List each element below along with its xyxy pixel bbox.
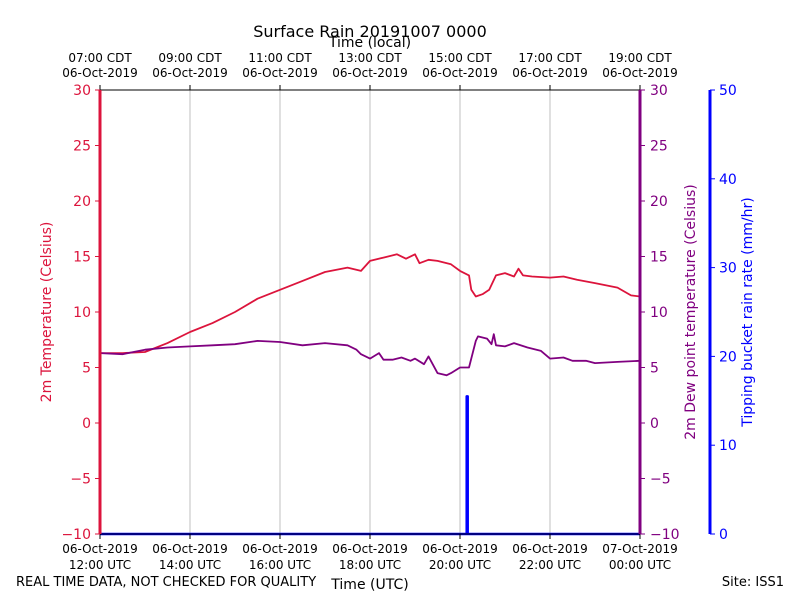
x-top-tick-label: 06-Oct-2019 [332, 66, 408, 80]
y-rain-tick-label: 0 [719, 527, 728, 543]
x-tick-label: 00:00 UTC [609, 558, 671, 572]
y-left-tick-label: −10 [61, 527, 91, 543]
chart-title: Surface Rain 20191007 0000 [253, 22, 487, 41]
x-top-tick-label: 06-Oct-2019 [422, 66, 498, 80]
x-tick-label: 06-Oct-2019 [242, 542, 318, 556]
y-right-tick-label: −5 [650, 472, 671, 488]
x-tick-label: 07-Oct-2019 [602, 542, 678, 556]
x-tick-label: 16:00 UTC [249, 558, 311, 572]
x-top-tick-label: 11:00 CDT [248, 51, 312, 65]
x-top-tick-label: 17:00 CDT [518, 51, 582, 65]
x-top-tick-label: 06-Oct-2019 [152, 66, 228, 80]
y-right-tick-label: 25 [650, 139, 668, 155]
y-right-tick-label: 15 [650, 250, 668, 266]
series-line-2m-dew-point-temperature [99, 333, 641, 377]
x-tick-label: 20:00 UTC [429, 558, 491, 572]
y-right-tick-label: 10 [650, 305, 668, 321]
y-rain-tick-label: 50 [719, 83, 737, 99]
y-right-tick-label: 0 [650, 416, 659, 432]
x-top-tick-label: 06-Oct-2019 [512, 66, 588, 80]
grid-lines [189, 90, 551, 534]
x-tick-label: 06-Oct-2019 [422, 542, 498, 556]
x-top-tick-label: 06-Oct-2019 [242, 66, 318, 80]
axes-layer [95, 85, 715, 539]
y-left-tick-label: 25 [73, 139, 91, 155]
y-left-tick-label: 10 [73, 305, 91, 321]
y-left-tick-label: 15 [73, 250, 91, 266]
x-tick-label: 18:00 UTC [339, 558, 401, 572]
y-left-tick-label: 0 [82, 416, 91, 432]
y-rain-tick-label: 40 [719, 172, 737, 188]
y-rain-tick-label: 20 [719, 349, 737, 365]
y-right-tick-label: 30 [650, 83, 668, 99]
y-left-tick-label: 30 [73, 83, 91, 99]
y-left-tick-label: −5 [70, 472, 91, 488]
x-top-tick-label: 07:00 CDT [68, 51, 132, 65]
y-rain-tick-label: 10 [719, 438, 737, 454]
y-left-tick-label: 5 [82, 361, 91, 377]
x-tick-label: 06-Oct-2019 [62, 542, 138, 556]
x-tick-label: 14:00 UTC [159, 558, 221, 572]
series-line-2m-temperature [100, 253, 641, 355]
y-left-axis-title: 2m Temperature (Celsius) [39, 222, 55, 403]
site-label: Site: ISS1 [721, 575, 784, 590]
y-right-tick-label: −10 [650, 527, 680, 543]
x-tick-label: 12:00 UTC [69, 558, 131, 572]
y-right-tick-label: 20 [650, 194, 668, 210]
x-top-axis-title: Time (local) [328, 35, 411, 51]
x-top-tick-label: 15:00 CDT [428, 51, 492, 65]
x-bottom-axis-title: Time (UTC) [330, 577, 408, 593]
y-right-axis-title: 2m Dew point temperature (Celsius) [683, 184, 699, 439]
x-tick-label: 06-Oct-2019 [332, 542, 408, 556]
y-left-tick-label: 20 [73, 194, 91, 210]
x-top-tick-label: 06-Oct-2019 [62, 66, 138, 80]
y-rain-tick-label: 30 [719, 261, 737, 277]
x-top-tick-label: 09:00 CDT [158, 51, 222, 65]
y-right-tick-label: 5 [650, 361, 659, 377]
x-top-tick-label: 06-Oct-2019 [602, 66, 678, 80]
x-tick-label: 06-Oct-2019 [152, 542, 228, 556]
axis-labels: 06-Oct-2019 12:00 UTC 06-Oct-2019 14:00 UTC… [39, 35, 756, 593]
quality-note: REAL TIME DATA, NOT CHECKED FOR QUALITY [16, 575, 317, 590]
y-rain-axis-title: Tipping bucket rain rate (mm/hr) [740, 197, 756, 427]
x-top-tick-label: 13:00 CDT [338, 51, 402, 65]
x-top-tick-label: 19:00 CDT [608, 51, 672, 65]
x-tick-label: 06-Oct-2019 [512, 542, 588, 556]
x-tick-label: 22:00 UTC [519, 558, 581, 572]
